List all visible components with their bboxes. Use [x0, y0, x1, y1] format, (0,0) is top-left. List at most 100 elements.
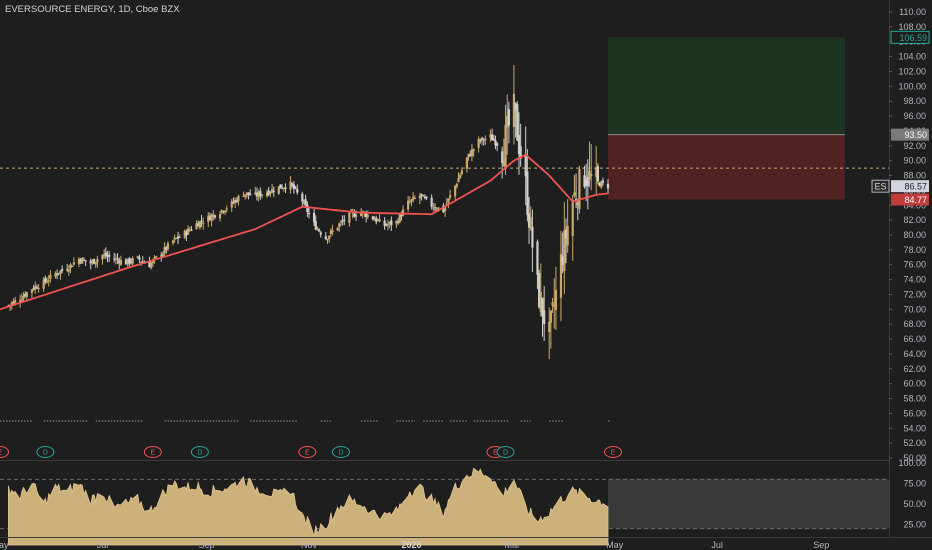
candle: [432, 202, 435, 212]
candle: [489, 129, 492, 142]
candle: [492, 134, 495, 141]
price-tick-label: 92.00: [903, 141, 926, 151]
candle: [82, 257, 86, 261]
candle: [455, 182, 458, 189]
candle: [89, 258, 92, 270]
dividend-badge[interactable]: D: [496, 446, 515, 458]
price-tick-label: 82.00: [903, 215, 926, 225]
oscillator-tick-label: 25.00: [903, 520, 926, 530]
candle: [265, 189, 269, 198]
candle: [449, 189, 452, 200]
candle: [506, 94, 509, 155]
candle: [477, 136, 480, 153]
candle: [588, 141, 591, 188]
candle: [366, 210, 369, 220]
price-tick-label: 72.00: [903, 289, 926, 299]
event-badges[interactable]: EDEDEDEDE: [0, 446, 623, 458]
candle: [245, 192, 248, 199]
price-tick-label: 52.00: [903, 438, 926, 448]
earnings-badge[interactable]: E: [143, 446, 162, 458]
candle: [92, 258, 96, 265]
candle: [136, 255, 139, 259]
time-axis[interactable]: May Jul Sep Nov 2020 Mar May Jul Sep: [0, 540, 829, 550]
price-tick-label: 90.00: [903, 156, 926, 166]
candle: [561, 232, 564, 274]
candle: [129, 258, 133, 265]
candle: [598, 181, 601, 187]
candle: [84, 260, 87, 267]
moving-average: [0, 153, 609, 311]
candle: [247, 192, 250, 200]
candle: [114, 253, 117, 265]
price-tag-symbol: ES: [874, 182, 886, 192]
time-tick-label: Sep: [199, 540, 215, 550]
candle: [574, 173, 578, 209]
candle: [57, 272, 60, 276]
dividend-badge[interactable]: D: [36, 446, 55, 458]
candle: [388, 221, 391, 229]
candle: [543, 285, 546, 342]
candle: [72, 257, 75, 266]
time-tick-label: May: [0, 540, 9, 550]
candle: [222, 210, 225, 214]
price-tick-label: 60.00: [903, 379, 926, 389]
candle: [351, 208, 354, 219]
candle: [496, 142, 499, 152]
price-tick-label: 110.00: [899, 7, 926, 17]
candle: [343, 215, 346, 226]
candle: [267, 187, 270, 197]
candle: [304, 194, 307, 207]
candle: [237, 194, 240, 206]
candle: [279, 184, 282, 189]
candle: [59, 269, 62, 280]
candle: [531, 209, 534, 273]
candle: [198, 220, 201, 230]
candle: [554, 266, 558, 330]
candle: [390, 216, 393, 231]
dividend-badge[interactable]: D: [331, 446, 350, 458]
earnings-badge[interactable]: E: [298, 446, 317, 458]
candle: [447, 198, 450, 209]
candle: [601, 177, 605, 186]
candle: [208, 212, 212, 221]
candle: [595, 146, 598, 194]
candle: [67, 265, 70, 276]
candle: [307, 207, 311, 219]
price-tick-label: 96.00: [903, 111, 926, 121]
candle: [353, 209, 356, 218]
candle: [35, 284, 39, 289]
dividend-badge[interactable]: D: [190, 446, 209, 458]
candle: [420, 193, 423, 201]
loss-zone[interactable]: [607, 134, 845, 200]
candle: [596, 163, 600, 185]
candle: [482, 137, 485, 146]
price-tick-label: 76.00: [903, 260, 926, 270]
price-axis[interactable]: 110.00108.00106.00104.00102.00100.0098.0…: [889, 7, 926, 463]
candle: [348, 211, 351, 227]
candle: [212, 210, 215, 221]
candle: [341, 215, 344, 226]
candle: [81, 257, 84, 264]
earnings-badge[interactable]: E: [604, 446, 623, 458]
candle: [289, 176, 292, 194]
candle: [467, 153, 470, 161]
candle: [491, 128, 494, 141]
oscillator-axis[interactable]: 100.00 75.00 50.00 25.00: [898, 458, 926, 530]
candle: [235, 197, 238, 204]
candle: [190, 226, 193, 232]
candle: [165, 246, 168, 254]
price-tick-label: 104.00: [898, 52, 926, 62]
candle: [131, 256, 134, 267]
candle: [61, 265, 64, 274]
position-tool[interactable]: [607, 37, 845, 200]
price-tag-stop: 84.77: [891, 193, 929, 206]
earnings-badge[interactable]: E: [0, 446, 9, 458]
price-tick-label: 68.00: [903, 319, 926, 329]
candle: [118, 257, 121, 270]
candle: [185, 229, 188, 242]
profit-zone[interactable]: [607, 37, 845, 135]
candle: [573, 174, 576, 198]
candle: [465, 156, 469, 173]
